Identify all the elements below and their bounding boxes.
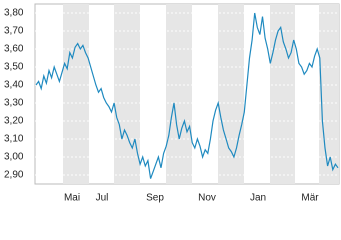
month-band [63,4,89,184]
y-tick-label: 3,10 [4,134,24,145]
y-tick-label: 3,60 [4,44,24,55]
y-tick-label: 3,30 [4,98,24,109]
y-tick-label: 2,90 [4,170,24,181]
x-tick-label: Jan [250,193,266,204]
x-tick-label: Sep [146,193,164,204]
y-tick-label: 3,50 [4,62,24,73]
month-band [218,4,244,184]
y-tick-label: 3,00 [4,152,24,163]
x-tick-label: Jul [96,193,109,204]
x-tick-label: Mai [64,193,80,204]
y-tick-label: 3,20 [4,116,24,127]
chart: 2,90 3,00 3,10 3,20 3,30 3,40 3,50 3,60 3,70 3,80… [4,3,340,204]
y-tick-label: 3,70 [4,26,24,37]
y-tick-label: 3,40 [4,80,24,91]
month-band [114,4,140,184]
price-line [35,12,339,179]
x-tick-label: Nov [198,193,216,204]
month-band [166,4,192,184]
x-tick-label: Mär [301,193,319,204]
y-tick-label: 3,80 [4,8,24,19]
